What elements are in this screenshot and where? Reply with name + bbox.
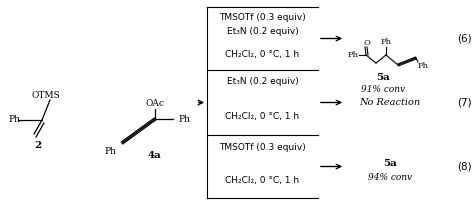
Text: OAc: OAc xyxy=(146,99,164,109)
Text: (7): (7) xyxy=(456,98,471,108)
Text: Ph: Ph xyxy=(418,62,429,70)
Text: Ph: Ph xyxy=(381,38,392,46)
Text: O: O xyxy=(364,39,371,47)
Text: 2: 2 xyxy=(35,140,42,150)
Text: CH₂Cl₂, 0 °C, 1 h: CH₂Cl₂, 0 °C, 1 h xyxy=(226,113,300,121)
Text: TMSOTf (0.3 equiv): TMSOTf (0.3 equiv) xyxy=(219,144,306,152)
Text: (8): (8) xyxy=(456,161,471,172)
Text: Et₃N (0.2 equiv): Et₃N (0.2 equiv) xyxy=(227,78,298,87)
Text: 5a: 5a xyxy=(383,158,397,167)
Text: Ph: Ph xyxy=(104,147,116,156)
Text: No Reaction: No Reaction xyxy=(359,98,420,107)
Text: 94% conv: 94% conv xyxy=(368,173,412,182)
Text: 5a: 5a xyxy=(376,73,390,82)
Text: TMSOTf (0.3 equiv): TMSOTf (0.3 equiv) xyxy=(219,14,306,22)
Text: Et₃N (0.2 equiv): Et₃N (0.2 equiv) xyxy=(227,27,298,36)
Text: CH₂Cl₂, 0 °C, 1 h: CH₂Cl₂, 0 °C, 1 h xyxy=(226,176,300,184)
Text: 91% conv: 91% conv xyxy=(361,85,405,94)
Text: OTMS: OTMS xyxy=(32,90,60,99)
Text: Ph: Ph xyxy=(178,114,190,124)
Text: (6): (6) xyxy=(456,33,471,43)
Text: Ph: Ph xyxy=(348,51,359,59)
Text: Ph: Ph xyxy=(8,115,20,125)
Text: CH₂Cl₂, 0 °C, 1 h: CH₂Cl₂, 0 °C, 1 h xyxy=(226,51,300,59)
Text: 4a: 4a xyxy=(148,151,162,160)
